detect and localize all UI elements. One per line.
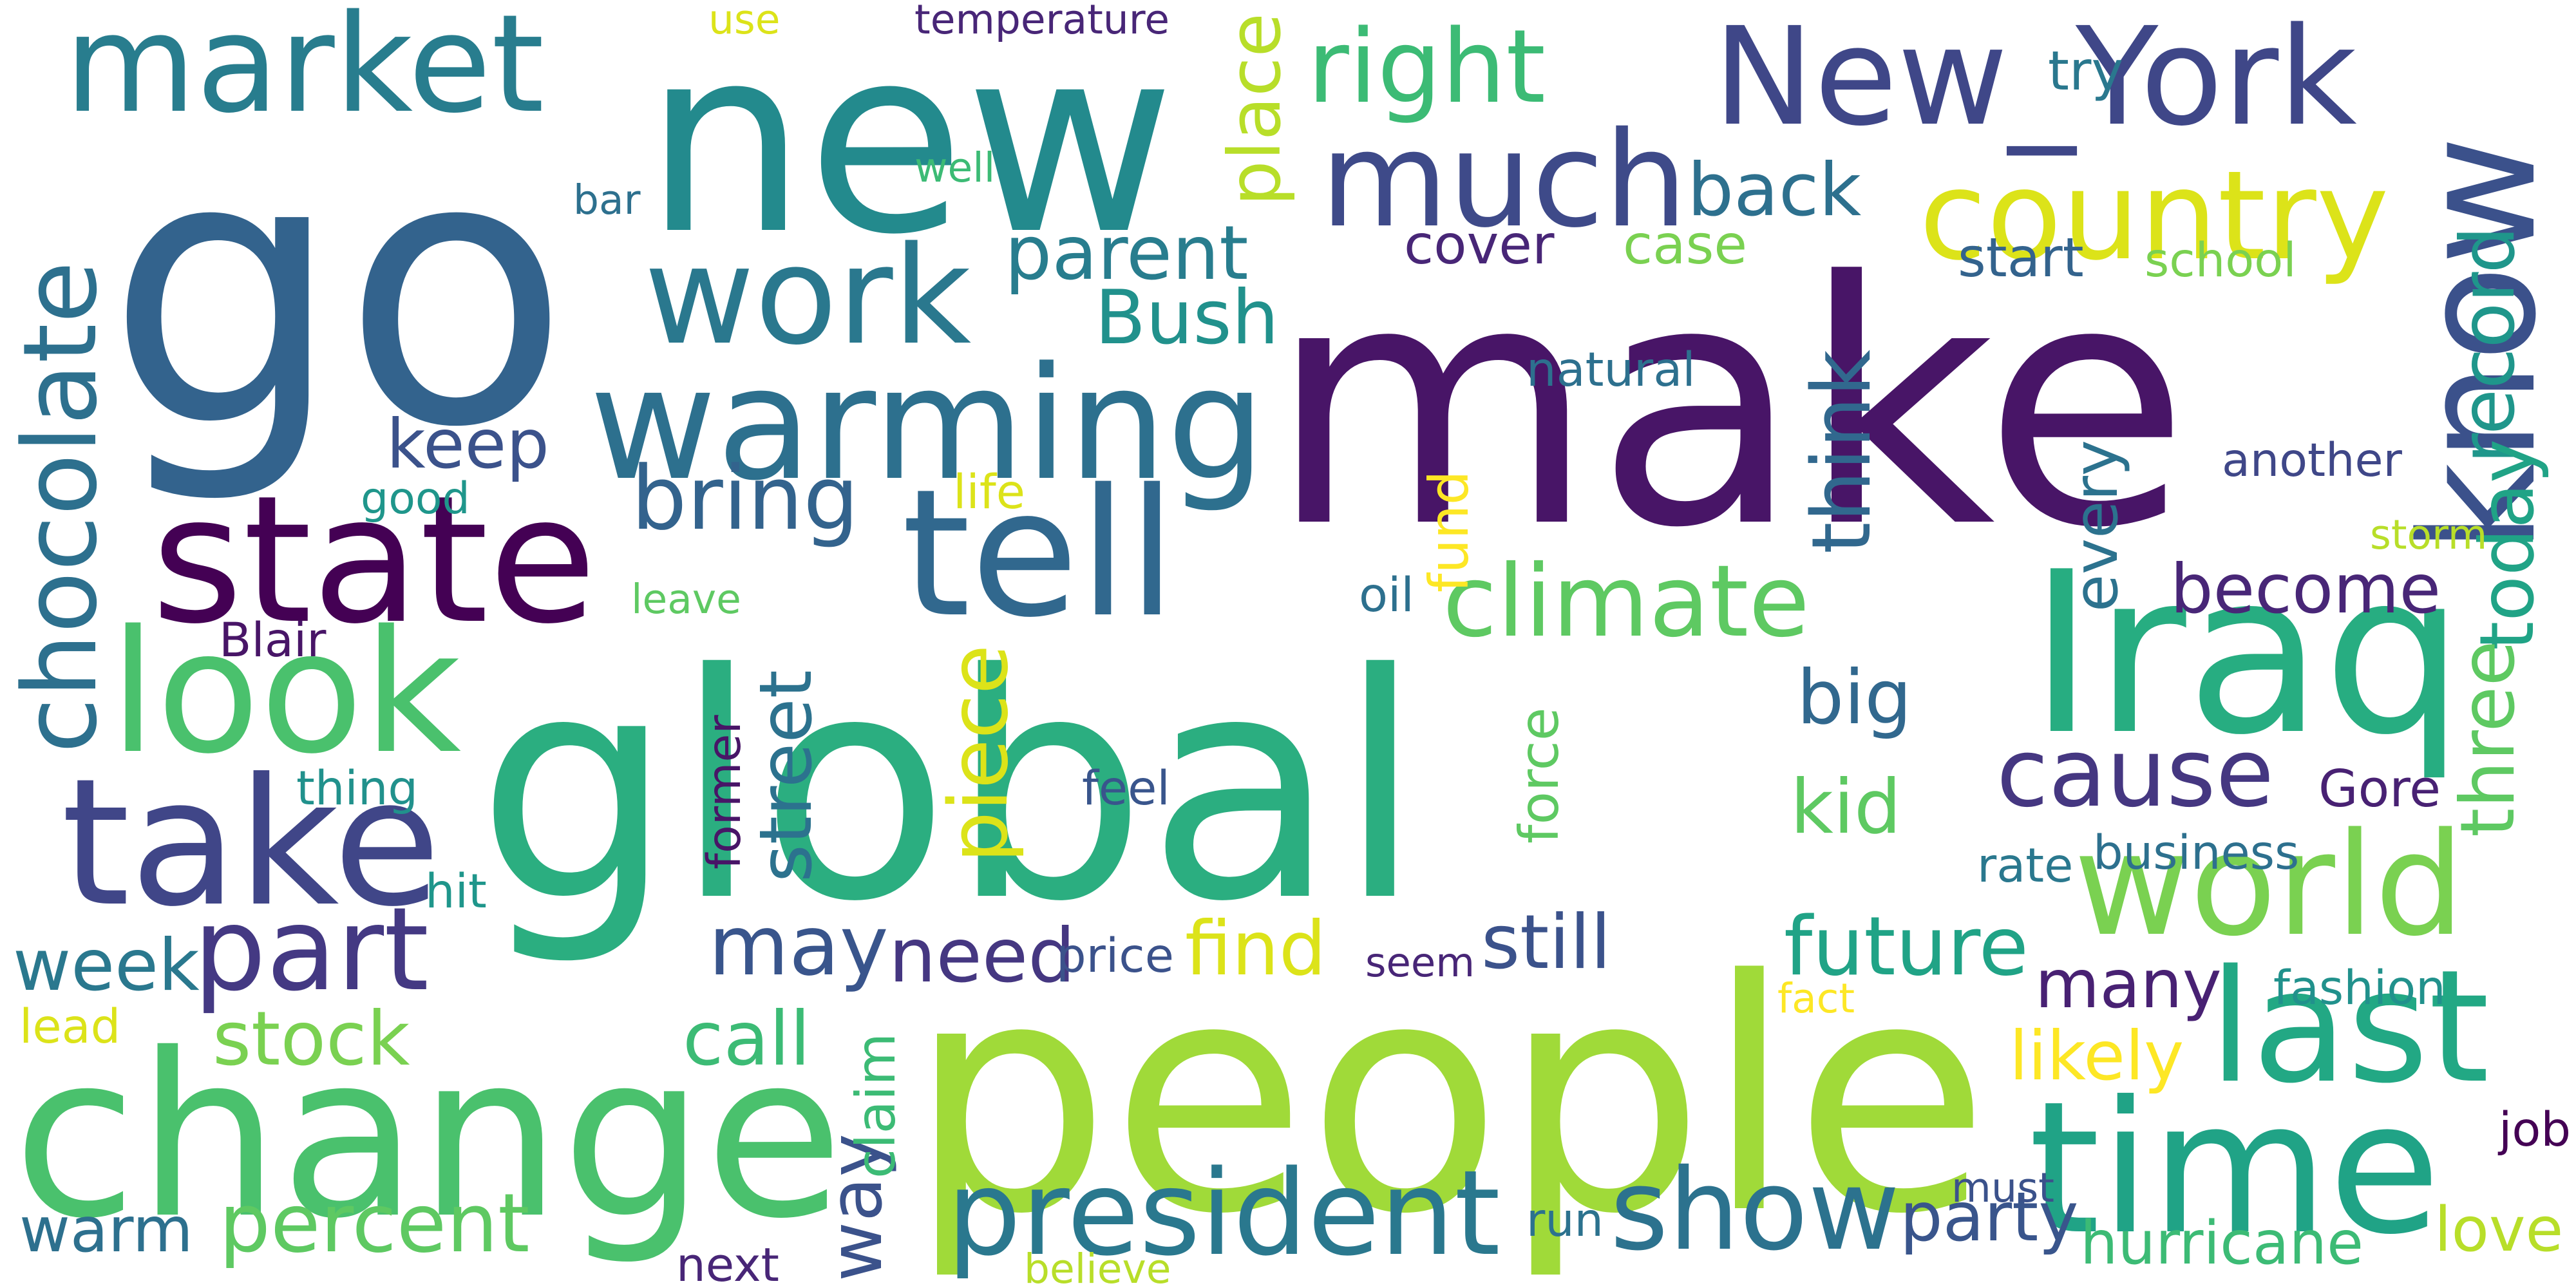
word-cover: cover (1404, 213, 1555, 276)
word-hit: hit (425, 864, 487, 920)
word-fund: fund (1417, 470, 1481, 592)
word-chocolate: chocolate (2, 261, 120, 753)
word-every: every (2060, 440, 2132, 612)
word-bush: Bush (1095, 275, 1279, 362)
word-must: must (1951, 1164, 2055, 1212)
word-good: good (361, 473, 470, 524)
word-life: life (953, 465, 1025, 520)
word-temperature: temperature (914, 0, 1170, 43)
word-blair: Blair (219, 613, 327, 668)
word-tell: tell (902, 451, 1177, 656)
word-country: country (1919, 144, 2389, 287)
word-storm: storm (2370, 511, 2488, 558)
word-need: need (889, 913, 1075, 999)
word-bar: bar (573, 176, 641, 223)
word-another: another (2222, 433, 2402, 488)
word-stock: stock (213, 996, 410, 1083)
word-may: may (708, 898, 889, 994)
word-place: place (1214, 13, 1298, 206)
word-state: state (151, 458, 597, 663)
word-seem: seem (1365, 938, 1475, 986)
word-president: president (947, 1145, 1501, 1282)
word-go: go (106, 76, 570, 509)
word-fashion: fashion (2273, 961, 2446, 1016)
word-street: street (743, 670, 828, 882)
word-start: start (1958, 226, 2084, 289)
word-percent: percent (219, 1176, 530, 1271)
word-global: global (477, 608, 1424, 970)
word-leave: leave (631, 575, 741, 623)
word-big: big (1797, 655, 1912, 742)
word-right: right (1307, 8, 1546, 127)
word-hurricane: hurricane (2080, 1208, 2363, 1278)
word-cause: cause (1996, 717, 2275, 828)
word-gore: Gore (2318, 759, 2441, 819)
word-look: look (109, 593, 462, 791)
word-last: last (2209, 936, 2490, 1118)
word-people: people (908, 912, 1990, 1284)
word-believe: believe (1024, 1245, 1171, 1288)
word-show: show (1610, 1144, 1900, 1276)
word-claim: claim (844, 1032, 907, 1179)
word-much: much (1320, 103, 1688, 257)
word-kid: kid (1790, 764, 1902, 851)
word-school: school (2145, 233, 2297, 289)
word-warming: warming (589, 334, 1266, 516)
word-new: new (644, 0, 1175, 291)
word-likely: likely (2009, 1016, 2184, 1095)
word-become: become (2170, 549, 2441, 629)
word-still: still (1481, 900, 1611, 987)
word-world: world (2074, 802, 2465, 968)
word-take: take (61, 741, 441, 945)
word-work: work (644, 217, 972, 375)
word-keep: keep (386, 404, 549, 484)
word-oil: oil (1359, 568, 1414, 623)
word-try: try (2048, 39, 2124, 102)
word-natural: natural (1526, 343, 1696, 398)
word-parent: parent (1005, 211, 1249, 298)
word-new-york: New_York (1713, 0, 2357, 156)
word-iraq: Iraq (2029, 523, 2465, 784)
word-time: time (2029, 1062, 2441, 1275)
word-climate: climate (1443, 544, 1810, 659)
word-part: part (193, 882, 430, 1017)
word-make: make (1269, 209, 2190, 601)
word-feel: feel (1082, 761, 1170, 817)
word-love: love (2434, 1193, 2564, 1266)
word-lead: lead (19, 999, 121, 1055)
word-change: change (13, 1005, 844, 1268)
word-market: market (64, 0, 545, 143)
word-call: call (683, 996, 811, 1083)
word-back: back (1687, 147, 1862, 233)
word-find: find (1185, 906, 1327, 993)
word-business: business (2093, 826, 2300, 881)
word-use: use (708, 0, 781, 43)
word-job: job (2499, 1103, 2571, 1158)
word-run: run (1526, 1193, 1604, 1247)
word-record: record (2445, 226, 2532, 464)
word-bring: bring (631, 447, 859, 550)
word-force: force (1508, 707, 1571, 844)
word-future: future (1784, 899, 2029, 994)
word-warm: warm (19, 1193, 193, 1266)
word-party: party (1900, 1177, 2079, 1256)
word-fact: fact (1777, 974, 1855, 1022)
word-rate: rate (1977, 838, 2074, 894)
word-next: next (676, 1238, 779, 1288)
word-thing: thing (296, 761, 419, 817)
word-many: many (2035, 946, 2222, 1024)
word-think: think (1794, 349, 1889, 554)
word-well: well (914, 144, 996, 191)
word-price: price (1056, 929, 1174, 984)
word-three: three (2445, 640, 2532, 837)
word-piece: piece (931, 644, 1026, 863)
word-former: former (697, 715, 752, 869)
word-week: week (13, 924, 200, 1007)
word-case: case (1623, 213, 1748, 276)
